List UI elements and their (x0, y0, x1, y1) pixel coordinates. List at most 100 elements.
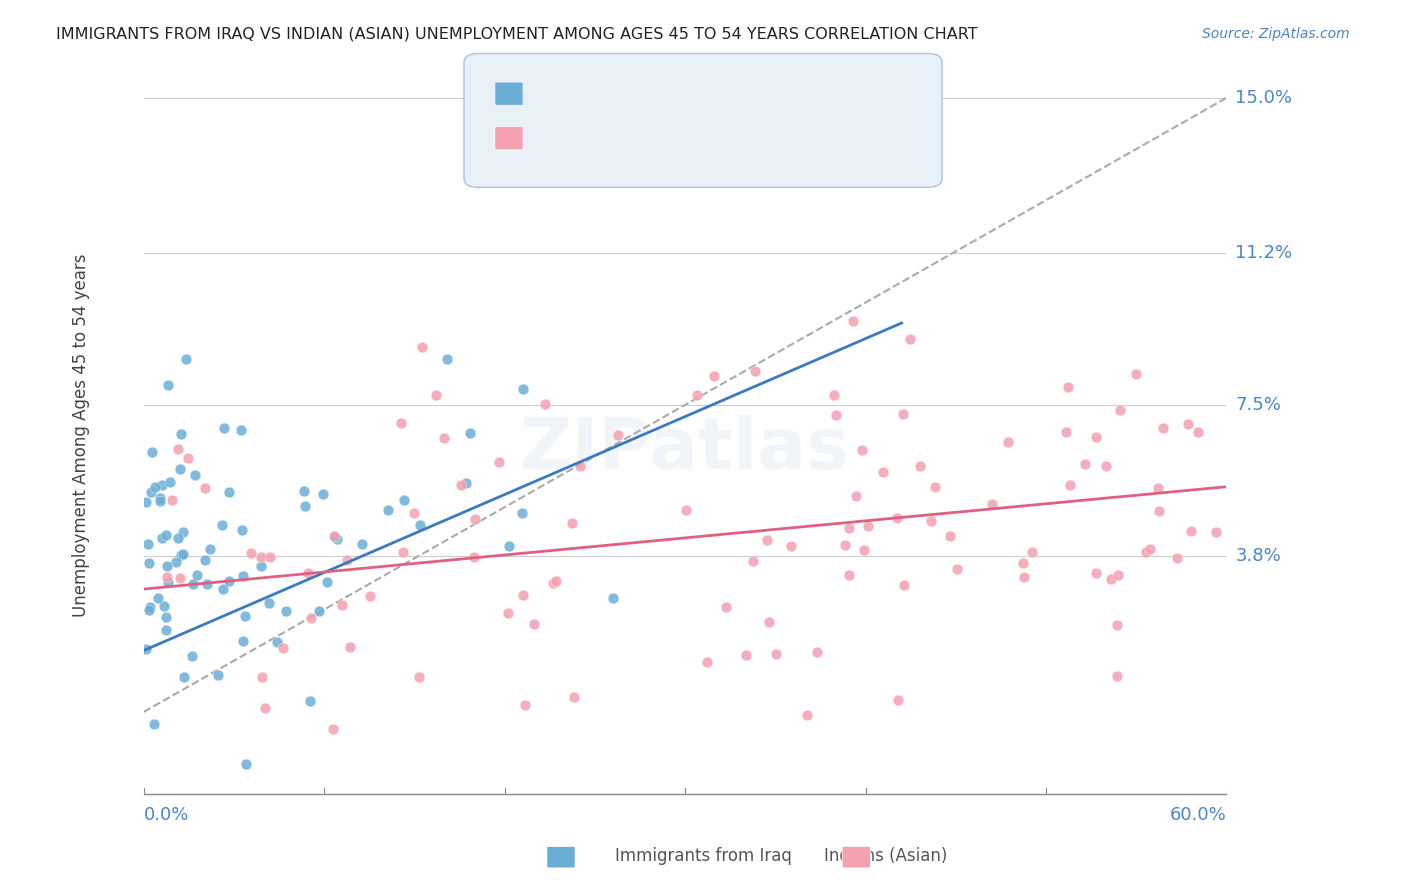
Point (330, 598, 353, 612)
Point (834, 538, 856, 552)
Point (167, 531, 190, 545)
Point (176, 352, 198, 367)
Point (359, 589, 381, 603)
Point (299, 610, 322, 624)
Point (510, 506, 533, 520)
Point (463, 549, 485, 564)
Point (392, 493, 415, 508)
Point (198, 542, 221, 557)
Point (229, 423, 252, 437)
Point (259, 550, 281, 565)
Text: R = 0.187   N = 105: R = 0.187 N = 105 (527, 129, 724, 147)
Point (1084, 566, 1107, 580)
Point (1021, 545, 1043, 559)
Point (231, 523, 253, 537)
Point (908, 459, 931, 474)
Point (796, 708, 818, 723)
Point (496, 606, 519, 620)
Point (1152, 420, 1174, 434)
Point (139, 485, 162, 500)
Point (1054, 425, 1077, 440)
Point (488, 455, 510, 469)
Point (851, 443, 873, 458)
Point (232, 569, 254, 583)
Point (194, 481, 217, 495)
Point (266, 635, 288, 649)
Point (602, 591, 624, 606)
Text: Indians (Asian): Indians (Asian) (824, 847, 948, 865)
Point (1109, 402, 1132, 417)
Point (257, 596, 280, 610)
Point (232, 634, 254, 648)
Point (240, 546, 263, 560)
Text: 7.5%: 7.5% (1236, 396, 1281, 414)
Point (1012, 556, 1035, 570)
Point (845, 489, 868, 503)
Point (1101, 572, 1123, 586)
Point (981, 498, 1004, 512)
Point (838, 520, 860, 534)
Point (1180, 524, 1202, 538)
Point (408, 669, 430, 683)
Point (454, 476, 477, 491)
Point (1084, 430, 1107, 444)
Point (675, 503, 697, 517)
Point (218, 484, 240, 499)
Point (160, 493, 183, 508)
Point (146, 591, 169, 606)
Point (195, 577, 218, 591)
Point (153, 599, 176, 613)
Point (450, 477, 472, 491)
Point (523, 616, 546, 631)
Point (233, 609, 256, 624)
Point (1074, 458, 1097, 472)
Point (1187, 425, 1209, 440)
Point (142, 716, 165, 731)
Point (1166, 550, 1188, 565)
Point (297, 566, 319, 581)
Point (138, 556, 160, 570)
Point (765, 648, 787, 662)
Point (1105, 668, 1128, 682)
Point (150, 478, 173, 492)
Point (167, 442, 190, 456)
Point (696, 655, 718, 669)
Point (299, 694, 322, 708)
Text: IMMIGRANTS FROM IRAQ VS INDIAN (ASIAN) UNEMPLOYMENT AMONG AGES 45 TO 54 YEARS CO: IMMIGRANTS FROM IRAQ VS INDIAN (ASIAN) U… (56, 27, 977, 42)
Point (714, 600, 737, 615)
Text: 0.0%: 0.0% (143, 806, 190, 824)
Point (425, 388, 447, 402)
Text: 15.0%: 15.0% (1236, 89, 1292, 107)
Point (138, 603, 160, 617)
Point (1205, 525, 1227, 540)
Point (498, 539, 520, 553)
Point (945, 562, 967, 576)
Point (156, 575, 179, 590)
Point (149, 493, 172, 508)
Point (170, 548, 193, 562)
Point (181, 577, 204, 591)
Point (1105, 617, 1128, 632)
Point (150, 531, 173, 545)
Point (308, 604, 330, 618)
Text: 11.2%: 11.2% (1236, 244, 1292, 262)
Text: Immigrants from Iraq: Immigrants from Iraq (614, 847, 792, 865)
Point (939, 529, 962, 543)
Point (143, 480, 166, 494)
Point (686, 387, 709, 401)
Point (326, 533, 349, 547)
Point (250, 559, 273, 574)
Point (1095, 458, 1118, 473)
Point (872, 465, 894, 479)
Point (893, 577, 915, 591)
Point (315, 574, 337, 589)
Point (139, 599, 162, 614)
Point (211, 518, 233, 533)
Point (779, 539, 801, 553)
Point (436, 352, 458, 367)
Text: 3.8%: 3.8% (1236, 548, 1281, 566)
Point (755, 533, 778, 548)
Point (744, 364, 766, 378)
Point (235, 757, 257, 772)
Point (169, 571, 191, 585)
